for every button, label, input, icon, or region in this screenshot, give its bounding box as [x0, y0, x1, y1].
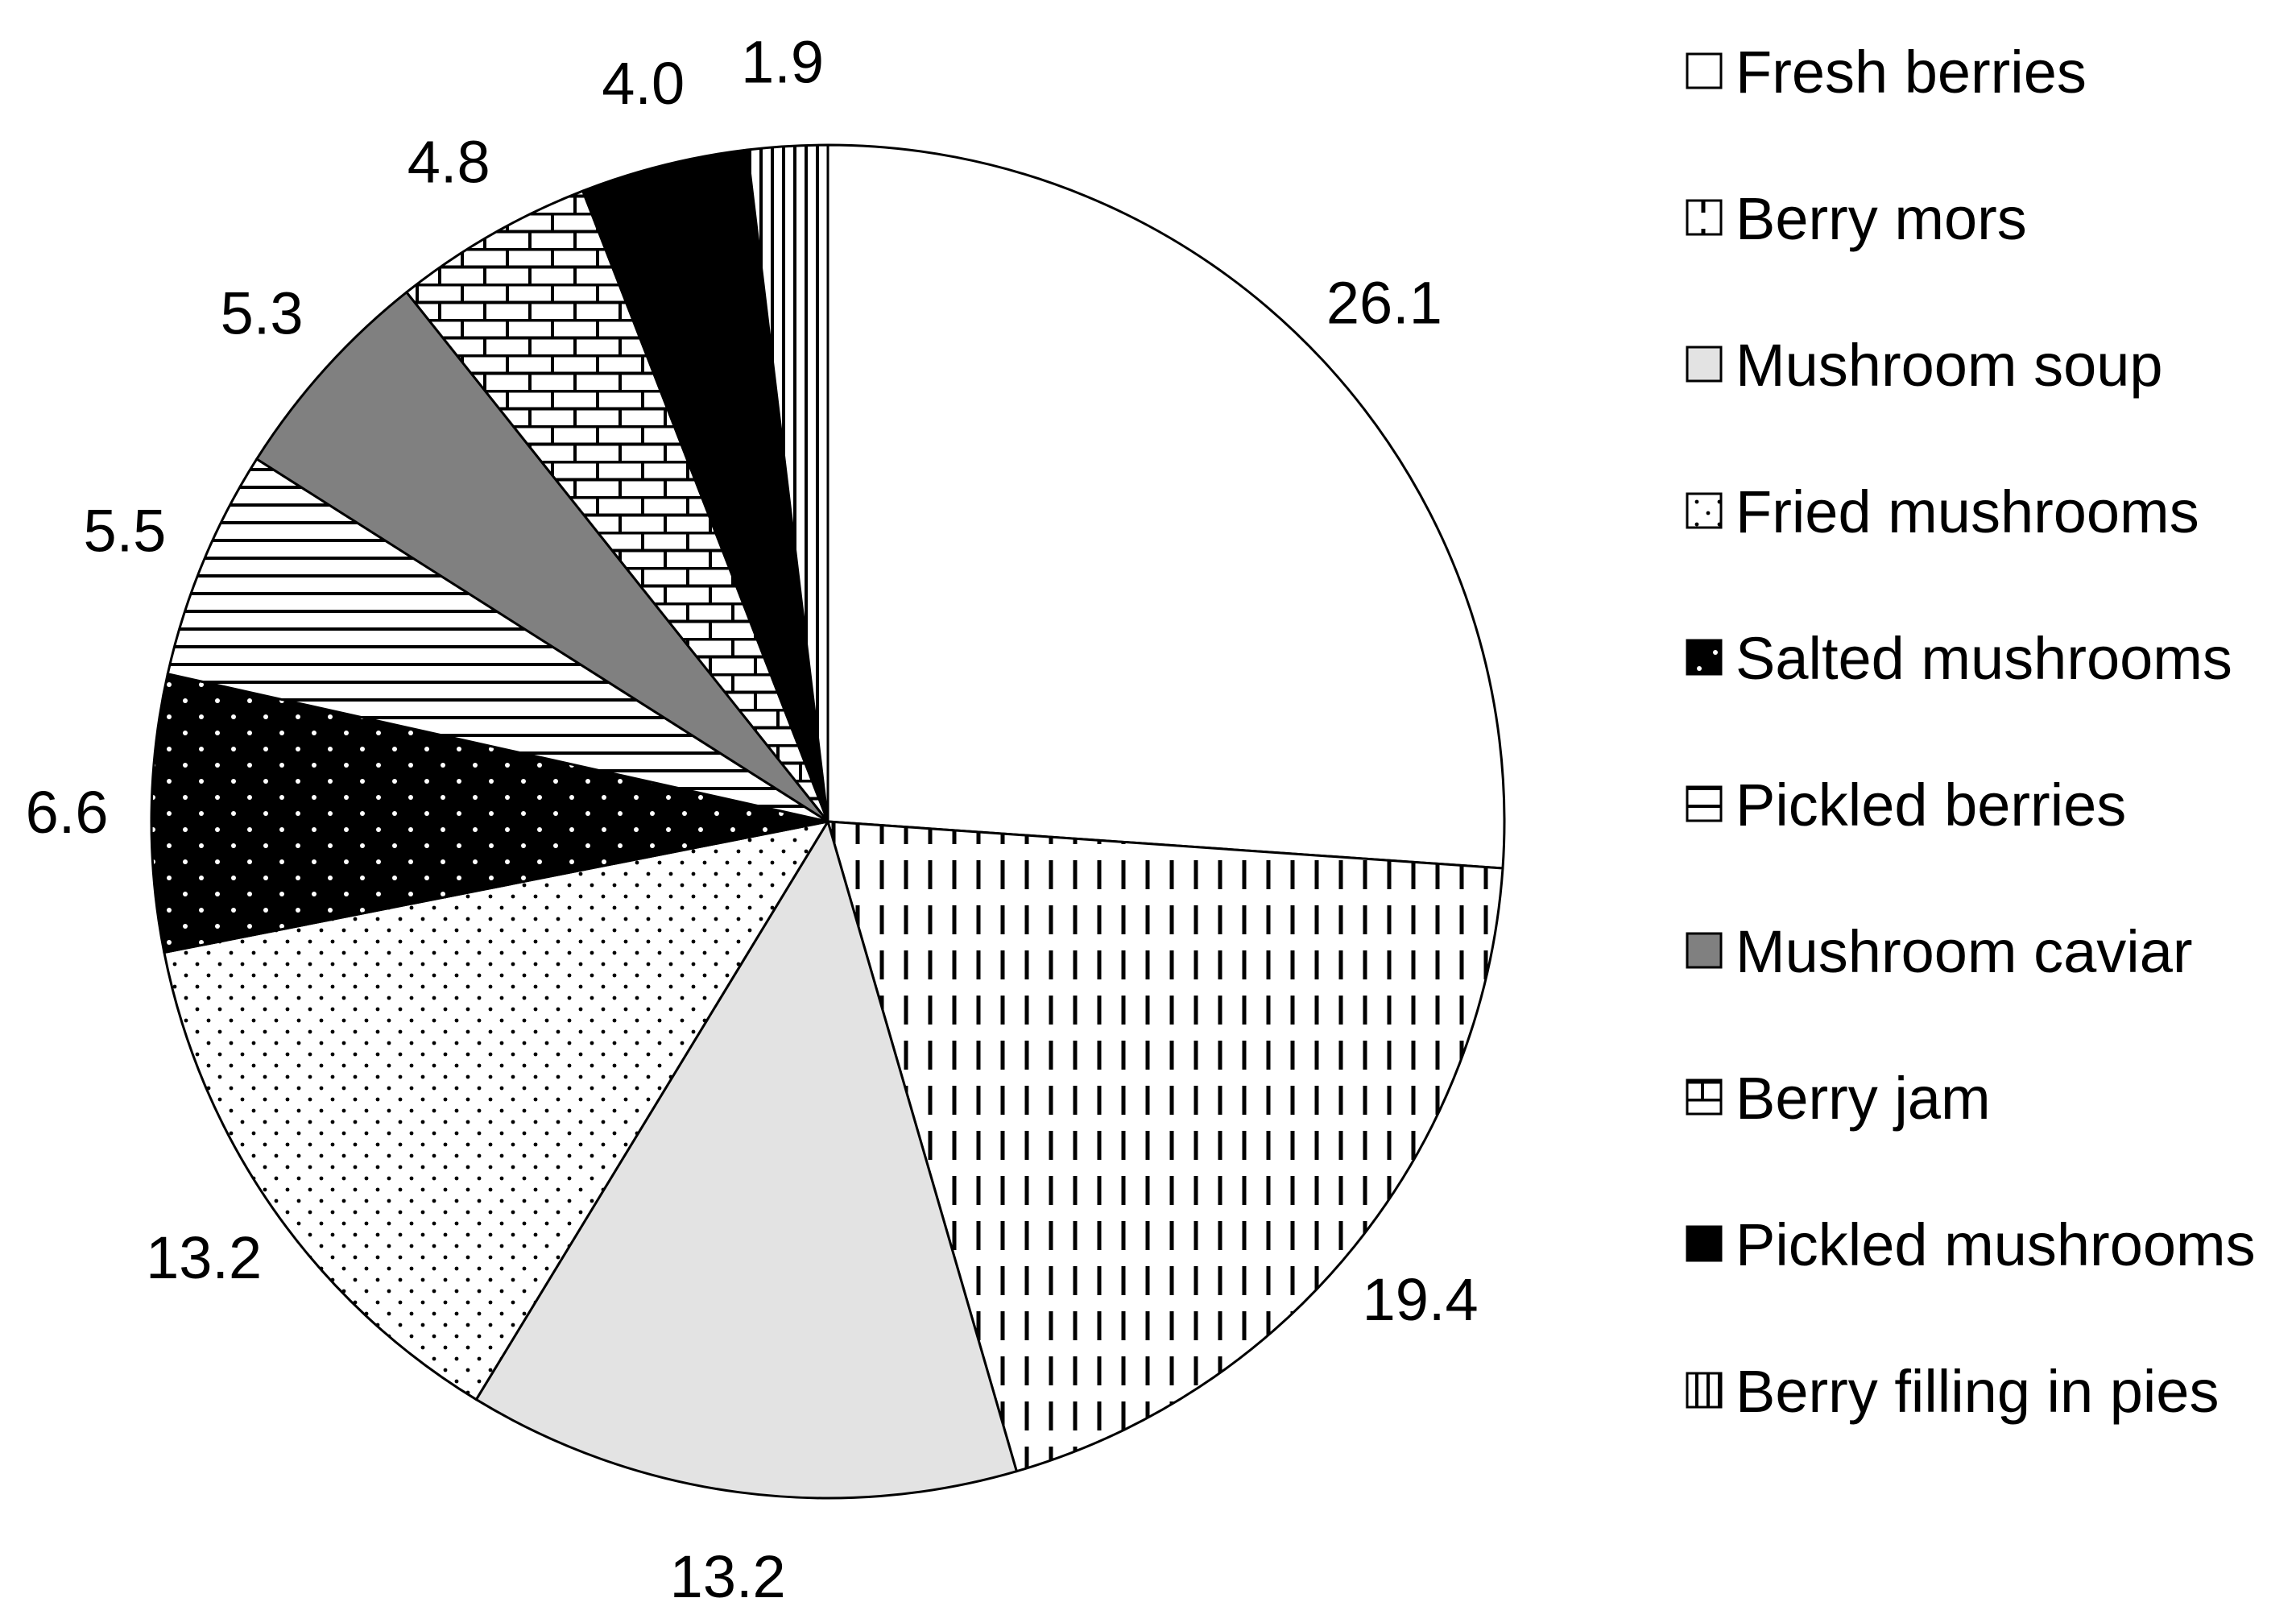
legend-label-berry-jam: Berry jam: [1735, 1065, 1991, 1132]
legend-item-mushroom-soup: Mushroom soup: [1686, 332, 2163, 399]
legend-swatch-fried-mushrooms: [1686, 492, 1723, 529]
pie-slice-fresh-berries: [826, 143, 1506, 870]
legend-label-pickled-berries: Pickled berries: [1735, 772, 2126, 838]
legend-swatch-berry-mors: [1686, 199, 1723, 236]
legend-swatch-pickled-mushrooms: [1686, 1225, 1723, 1262]
legend-item-pickled-berries: Pickled berries: [1686, 772, 2126, 838]
legend-item-salted-mushrooms: Salted mushrooms: [1686, 625, 2232, 692]
pie-slice-berry-mors: [826, 820, 1504, 1473]
data-label-fried-mushrooms: 13.2: [146, 1224, 262, 1291]
data-label-fresh-berries: 26.1: [1326, 269, 1442, 336]
legend-item-mushroom-caviar: Mushroom caviar: [1686, 918, 2193, 985]
legend-item-berry-jam: Berry jam: [1686, 1065, 1991, 1132]
data-label-pickled-mushrooms: 4.0: [602, 50, 685, 117]
legend-label-berry-mors: Berry mors: [1735, 185, 2027, 252]
data-label-berry-filling-in-pies: 1.9: [741, 29, 824, 96]
pie-slice-mushroom-soup: [474, 820, 1018, 1500]
legend-item-berry-filling-in-pies: Berry filling in pies: [1686, 1358, 2219, 1425]
pie-data-labels: 26.1 19.4 13.2 13.2 6.6 5.5 5.3 4.8 4.0 1.9: [26, 29, 1479, 1598]
legend-label-pickled-mushrooms: Pickled mushrooms: [1735, 1211, 2256, 1278]
legend-label-fried-mushrooms: Fried mushrooms: [1735, 478, 2199, 545]
legend-label-mushroom-caviar: Mushroom caviar: [1735, 918, 2193, 985]
legend-swatch-fresh-berries: [1686, 52, 1723, 89]
legend-item-fresh-berries: Fresh berries: [1686, 39, 2087, 106]
data-label-salted-mushrooms: 6.6: [26, 779, 109, 846]
legend-item-fried-mushrooms: Fried mushrooms: [1686, 478, 2199, 545]
legend-item-pickled-mushrooms: Pickled mushrooms: [1686, 1211, 2256, 1278]
pie-slice-pickled-berries: [166, 457, 829, 823]
pie-slices: [150, 143, 1506, 1500]
data-label-mushroom-caviar: 5.3: [221, 279, 304, 346]
legend-swatch-pickled-berries: [1686, 785, 1723, 822]
pie-slice-mushroom-caviar: [255, 291, 829, 823]
pie-slice-berry-filling-in-pies: [746, 143, 829, 823]
pie-slice-berry-jam: [405, 189, 829, 823]
legend-item-berry-mors: Berry mors: [1686, 185, 2027, 252]
legend-swatch-berry-jam: [1686, 1078, 1723, 1116]
data-label-berry-jam: 4.8: [407, 129, 490, 196]
legend-swatch-berry-filling-in-pies: [1686, 1372, 1723, 1409]
legend-label-salted-mushrooms: Salted mushrooms: [1735, 625, 2232, 692]
pie-slice-salted-mushrooms: [150, 673, 829, 954]
pie-slice-fried-mushrooms: [163, 820, 829, 1401]
legend: Fresh berries Berry mors Mushroom soup Frie…: [1686, 39, 2256, 1425]
legend-label-mushroom-soup: Mushroom soup: [1735, 332, 2163, 399]
data-label-mushroom-soup: 13.2: [670, 1543, 786, 1598]
legend-swatch-mushroom-caviar: [1686, 932, 1723, 969]
legend-swatch-salted-mushrooms: [1686, 639, 1723, 676]
data-label-pickled-berries: 5.5: [83, 497, 166, 564]
legend-swatch-mushroom-soup: [1686, 346, 1723, 383]
data-label-berry-mors: 19.4: [1363, 1266, 1479, 1333]
legend-label-berry-filling-in-pies: Berry filling in pies: [1735, 1358, 2219, 1425]
legend-label-fresh-berries: Fresh berries: [1735, 39, 2087, 106]
